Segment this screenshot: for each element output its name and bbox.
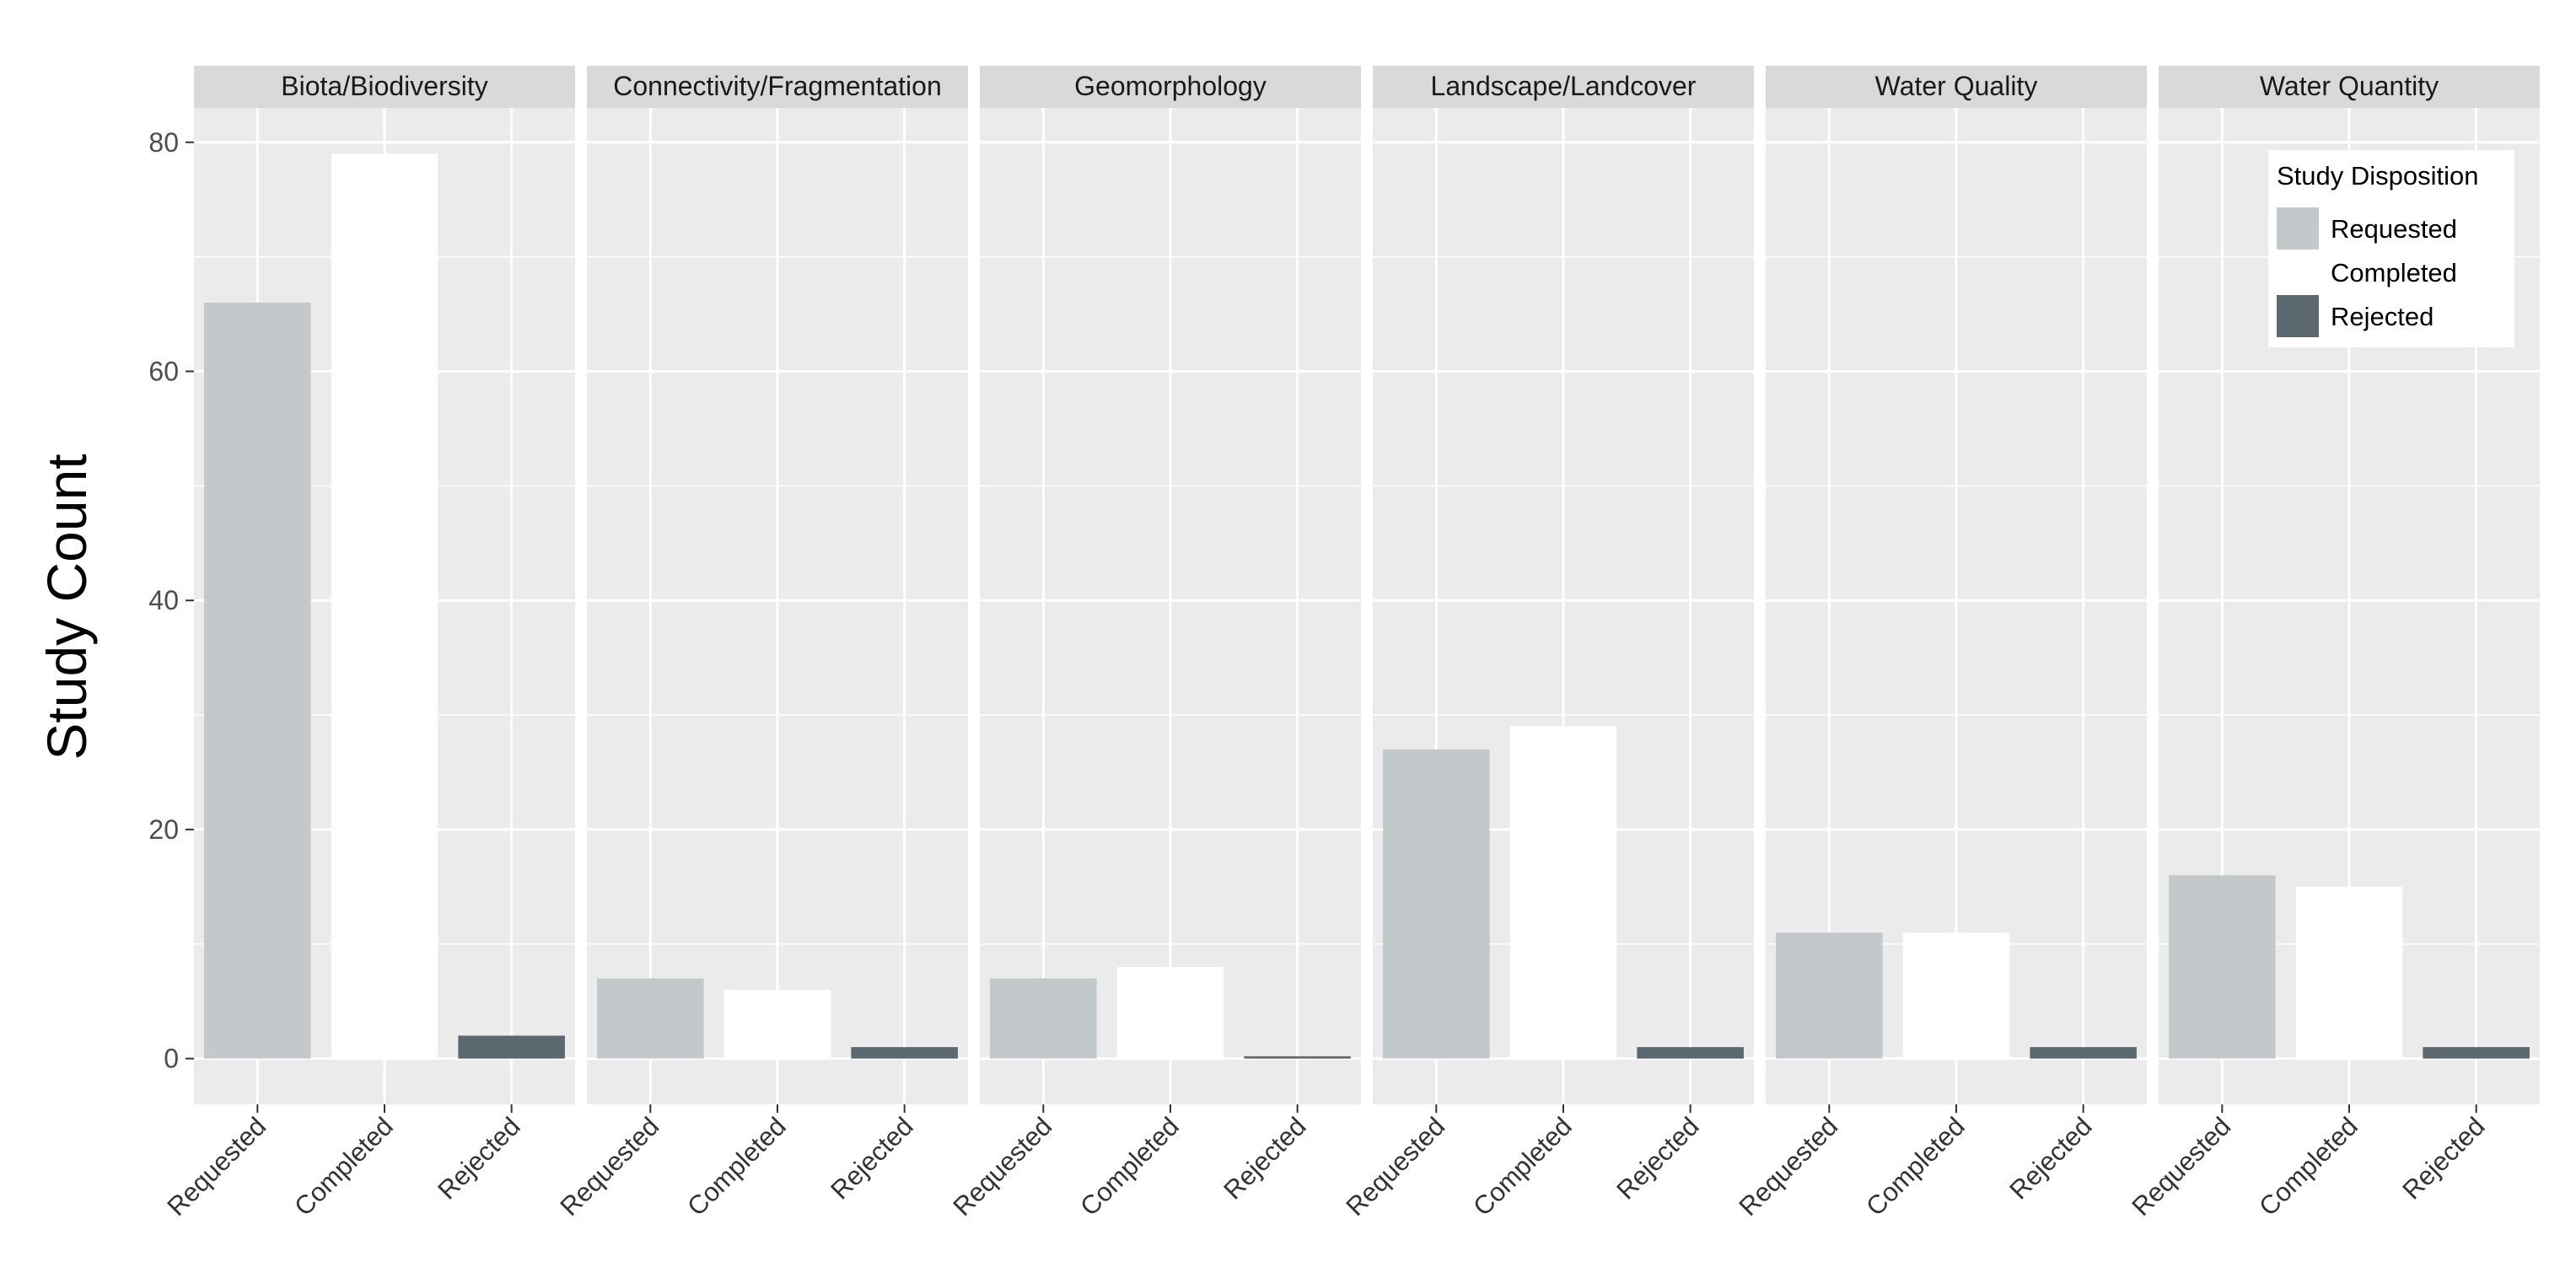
facet-panel: Geomorphology Requested Completed Rejected [948, 66, 1361, 1222]
facet-strip-label: Biota/Biodiversity [281, 71, 487, 101]
x-tick-label: Completed [1467, 1111, 1578, 1222]
x-tick-label: Rejected [1218, 1111, 1311, 1205]
bar-completed [1902, 932, 2010, 1059]
x-tick-label: Requested [162, 1111, 272, 1222]
legend: Study Disposition Requested Completed Rejec… [2268, 150, 2514, 347]
bar-completed [1116, 966, 1224, 1059]
facet-strip [1373, 66, 1754, 108]
bar-completed [1509, 726, 1617, 1059]
legend-label: Completed [2331, 258, 2457, 287]
x-tick-label: Completed [2253, 1111, 2364, 1222]
y-tick-label: 20 [148, 814, 179, 845]
x-tick-label: Requested [948, 1111, 1058, 1222]
bar-requested [990, 978, 1097, 1059]
x-tick-label: Rejected [825, 1111, 918, 1205]
legend-key-rejected [2277, 295, 2319, 337]
facet-strip [587, 66, 968, 108]
legend-key-requested [2277, 207, 2319, 250]
x-tick-label: Requested [555, 1111, 665, 1222]
bar-completed [331, 153, 438, 1059]
bar-rejected [851, 1047, 958, 1059]
x-tick-label: Requested [1734, 1111, 1844, 1222]
facet-panel: Biota/Biodiversity Requested Completed Reje… [162, 66, 575, 1222]
x-tick-label: Rejected [2396, 1111, 2490, 1205]
facet-panel: Water Quality Requested Completed Rejected [1734, 66, 2147, 1222]
facet-strip-label: Water Quantity [2260, 71, 2439, 101]
x-tick-label: Requested [1341, 1111, 1451, 1222]
facet-strip [194, 66, 575, 108]
x-tick-label: Rejected [432, 1111, 525, 1205]
bar-rejected [1637, 1047, 1744, 1059]
y-tick-label: 40 [148, 585, 179, 615]
x-tick-label: Requested [2127, 1111, 2237, 1222]
legend-key-completed [2277, 251, 2319, 293]
legend-label: Requested [2331, 214, 2457, 244]
y-axis-title: Study Count [35, 454, 98, 760]
legend-label: Rejected [2331, 302, 2433, 331]
y-tick-label: 80 [148, 127, 179, 158]
facet-panel: Connectivity/Fragmentation Requested Compl… [555, 66, 968, 1222]
facet-strip [1766, 66, 2147, 108]
bar-completed [723, 990, 831, 1059]
facet-panel: Landscape/Landcover Requested Completed Rej… [1341, 66, 1754, 1222]
facet-strip-label: Landscape/Landcover [1431, 71, 1697, 101]
x-tick-label: Completed [681, 1111, 792, 1222]
legend-title: Study Disposition [2277, 161, 2479, 191]
facet-strip [980, 66, 1361, 108]
y-tick-label: 0 [164, 1044, 179, 1074]
x-tick-label: Rejected [2003, 1111, 2097, 1205]
bar-completed [2295, 886, 2403, 1059]
y-tick-label: 60 [148, 356, 179, 386]
y-axis: 0 20 40 60 80 [148, 127, 194, 1074]
bar-requested [1776, 932, 1883, 1059]
x-tick-label: Completed [1860, 1111, 1971, 1222]
x-tick-label: Completed [288, 1111, 399, 1222]
bar-rejected [2423, 1047, 2530, 1059]
bar-requested [1383, 749, 1490, 1059]
bar-requested [597, 978, 704, 1059]
facet-strip-label: Geomorphology [1074, 71, 1266, 101]
x-tick-label: Completed [1074, 1111, 1185, 1222]
bar-requested [204, 302, 311, 1059]
facet-strip [2159, 66, 2540, 108]
facet-strip-label: Water Quality [1875, 71, 2038, 101]
bar-rejected [458, 1035, 565, 1059]
x-tick-label: Rejected [1611, 1111, 1704, 1205]
bar-requested [2169, 875, 2276, 1059]
bar-rejected [1244, 1055, 1351, 1059]
bar-rejected [2030, 1047, 2137, 1059]
facet-strip-label: Connectivity/Fragmentation [613, 71, 942, 101]
